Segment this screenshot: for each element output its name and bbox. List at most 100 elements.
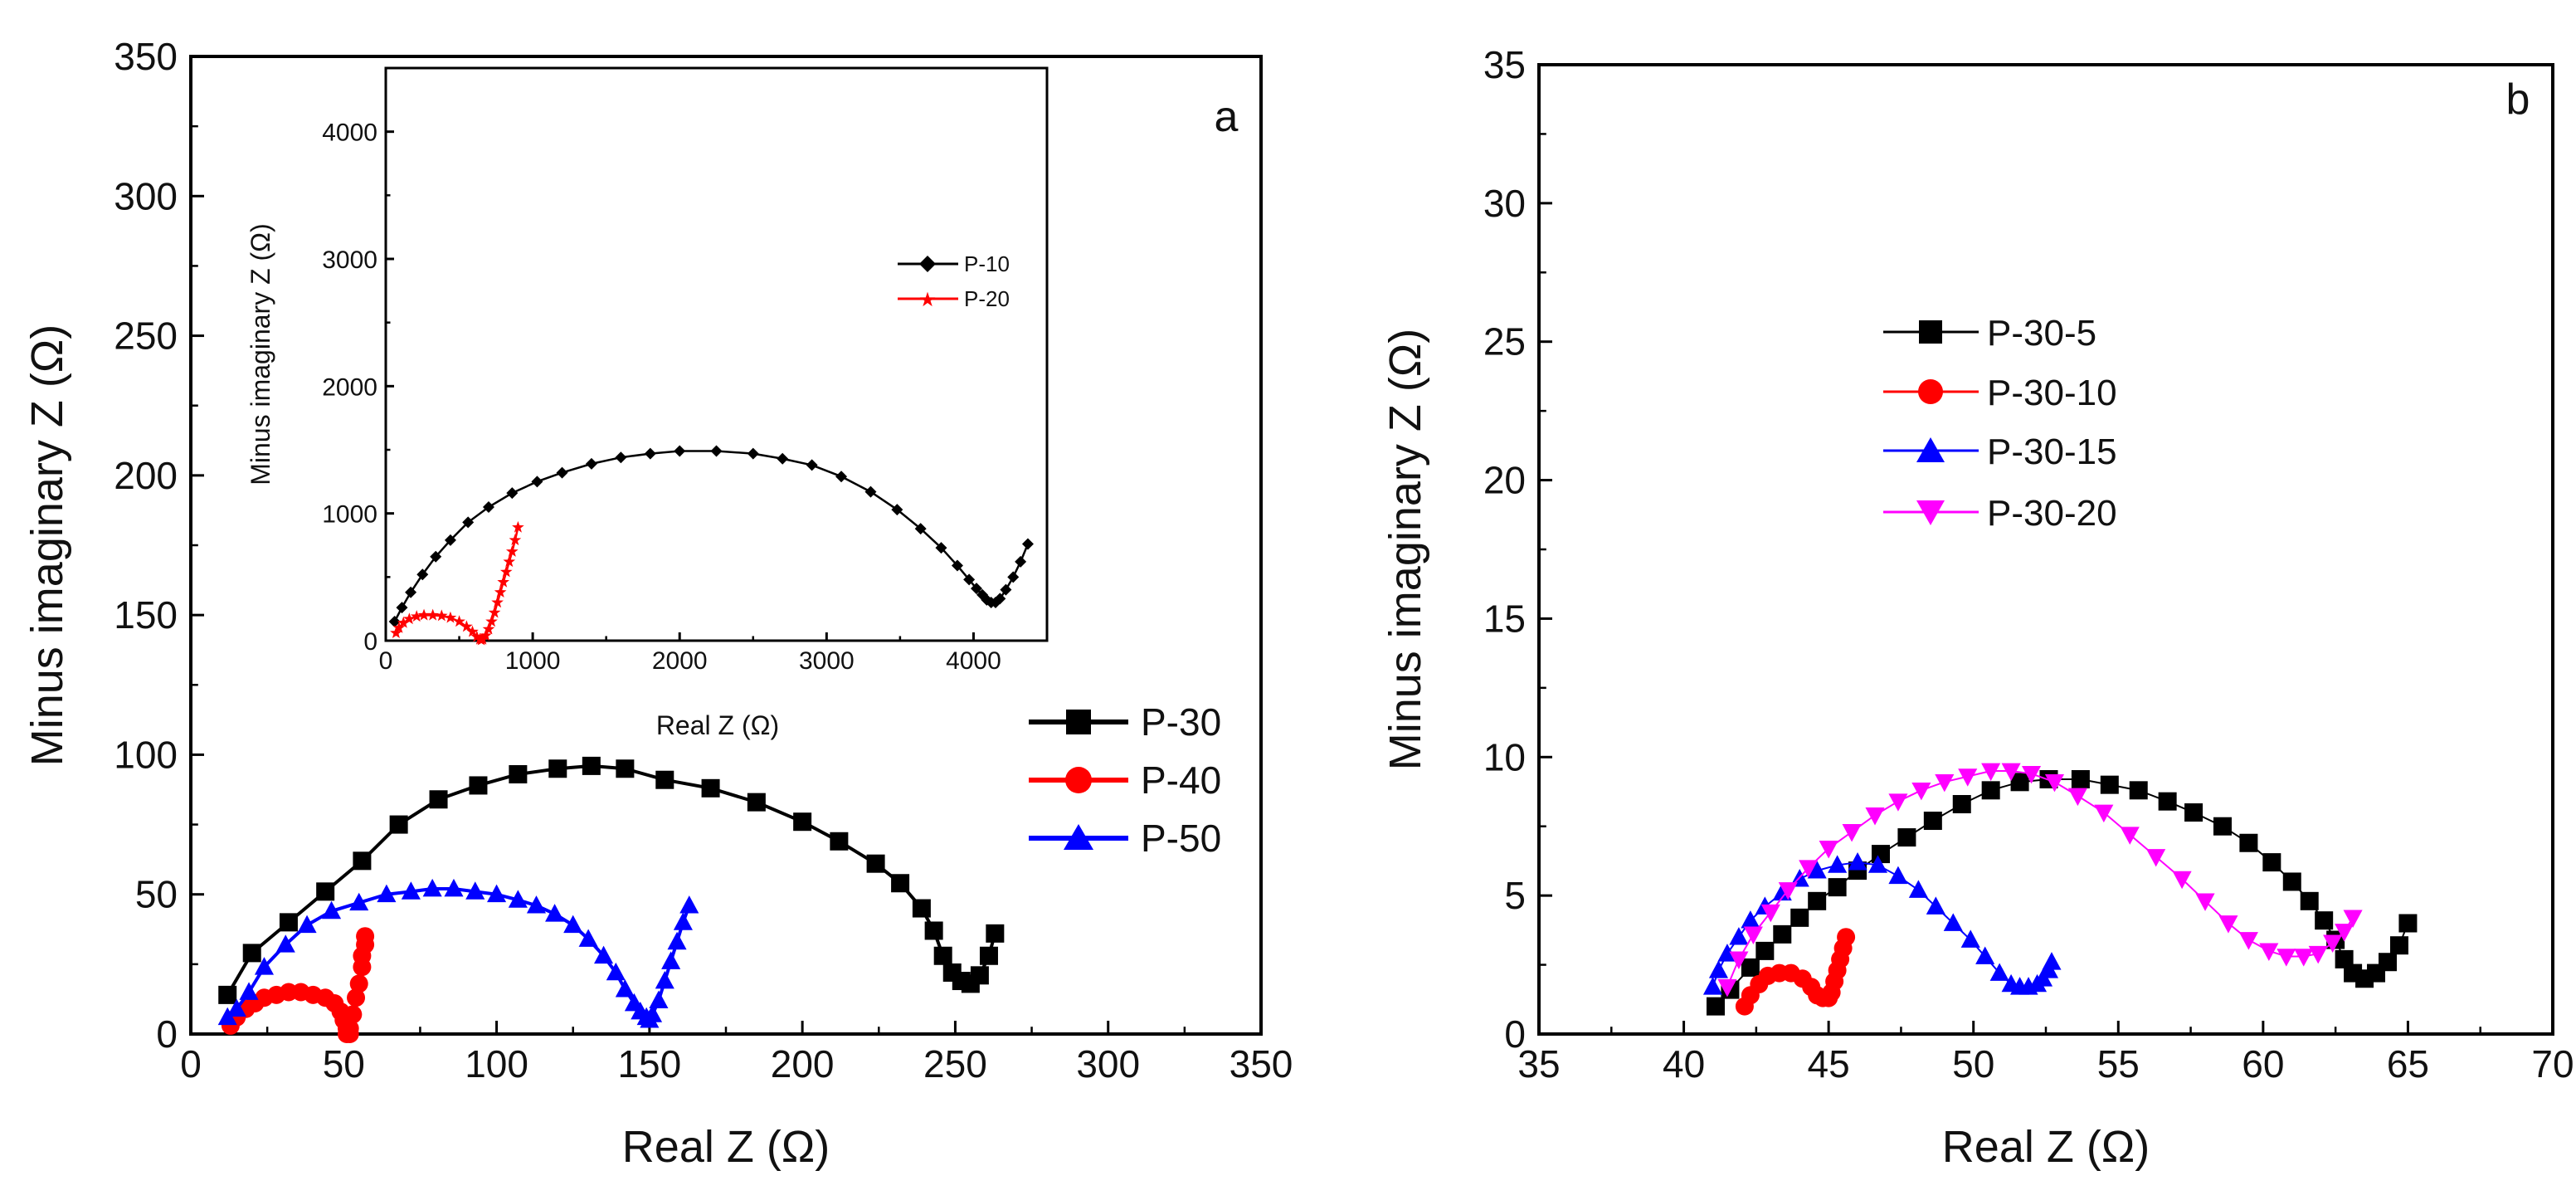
data-point [297, 915, 317, 934]
data-point [674, 445, 686, 457]
y-tick-label: 1000 [322, 501, 377, 529]
data-point [924, 921, 943, 940]
data-point [806, 459, 818, 471]
data-point [422, 878, 442, 897]
data-point [426, 608, 439, 621]
data-point [469, 776, 488, 795]
data-point [545, 904, 565, 922]
series-p-30-20 [1717, 763, 2363, 998]
x-tick-label: 50 [323, 1042, 365, 1085]
data-point [912, 899, 931, 918]
data-point [1911, 782, 1931, 801]
data-point [2172, 871, 2192, 890]
data-point [701, 778, 720, 798]
legend-label-p40: P-40 [1141, 759, 1221, 802]
data-point [2195, 893, 2215, 911]
data-point [508, 890, 528, 908]
data-point [1952, 795, 1971, 814]
legend-entry-p30: P-30 [1029, 700, 1221, 744]
panel-b-x-axis-title: Real Z (Ω) [1942, 1122, 2150, 1172]
data-point [1741, 910, 1760, 929]
y-tick-label: 4000 [322, 120, 377, 147]
panel-b-x-tick-labels: 35 40 45 50 55 60 65 70 [1517, 1042, 2574, 1085]
data-point [1729, 951, 1749, 969]
data-point [935, 542, 947, 554]
data-point [526, 895, 547, 914]
data-point [1908, 880, 1928, 898]
data-point [2282, 872, 2301, 891]
data-point [1828, 855, 1848, 873]
data-point [1021, 538, 1034, 550]
legend-marker-p30-10 [1918, 379, 1943, 404]
y-tick-label: 20 [1483, 459, 1526, 502]
data-point [793, 812, 812, 832]
x-tick-label: 100 [465, 1042, 528, 1085]
series-line-p-30-20 [1726, 769, 2354, 988]
data-point [2335, 949, 2354, 968]
data-point [1717, 944, 1737, 962]
data-point [2158, 792, 2177, 811]
y-tick-label: 100 [114, 733, 178, 776]
series-p-20 [390, 520, 524, 646]
data-point [503, 555, 516, 568]
legend-marker-p30-5 [1919, 320, 1942, 344]
inset-legend-label-p20: P-20 [964, 286, 1010, 311]
data-point [1943, 913, 1963, 931]
data-point [615, 451, 627, 464]
data-point [470, 630, 484, 642]
data-point [1981, 781, 2000, 800]
data-point [1807, 861, 1827, 879]
panel-a-series [217, 756, 1005, 1043]
data-point [2389, 936, 2408, 955]
y-tick-label: 200 [114, 454, 178, 497]
data-point [2129, 781, 2148, 800]
y-tick-label: 250 [114, 315, 178, 358]
x-tick-label: 3000 [799, 647, 855, 675]
data-point [1729, 927, 1749, 945]
inset-frame [384, 66, 1049, 642]
data-point [226, 998, 246, 1017]
data-point [444, 878, 464, 897]
x-tick-label: 200 [771, 1042, 835, 1085]
data-point [506, 487, 519, 500]
legend-entry-p40: P-40 [1029, 759, 1221, 802]
data-point [667, 931, 687, 950]
data-point [710, 445, 723, 457]
data-point [397, 616, 410, 628]
data-point [531, 476, 543, 488]
data-point [642, 1004, 663, 1022]
data-point [891, 874, 910, 893]
legend-entry-p30-15: P-30-15 [1883, 432, 2117, 472]
data-point [497, 575, 510, 588]
data-point [2213, 817, 2232, 836]
data-point [1755, 941, 1775, 960]
data-point [1981, 763, 2001, 782]
data-point [429, 790, 448, 809]
panel-b-series [1702, 763, 2418, 1016]
data-point [970, 583, 982, 595]
data-point [343, 1005, 363, 1024]
data-point [388, 616, 401, 627]
data-point [556, 466, 568, 479]
data-point [509, 534, 522, 546]
data-point [578, 929, 598, 947]
data-point [2067, 788, 2087, 807]
y-tick-label: 0 [363, 628, 377, 656]
inset-x-axis-title: Real Z (Ω) [656, 710, 779, 740]
y-tick-label: 35 [1483, 43, 1526, 86]
x-tick-label: 70 [2531, 1042, 2574, 1085]
data-point [2146, 849, 2166, 867]
panel-a-x-axis-title: Real Z (Ω) [622, 1122, 830, 1172]
inset-series [388, 445, 1034, 646]
data-point [356, 927, 375, 946]
data-point [548, 759, 567, 778]
data-point [1773, 924, 1792, 944]
data-point [673, 912, 693, 930]
y-tick-label: 50 [135, 873, 178, 916]
x-tick-label: 35 [1517, 1042, 1560, 1085]
panel-b-y-axis-title: Minus imaginary Z (Ω) [1381, 329, 1430, 770]
x-tick-label: 4000 [946, 647, 1001, 675]
data-point [466, 625, 479, 637]
data-point [951, 559, 963, 572]
data-point [1865, 807, 1885, 826]
